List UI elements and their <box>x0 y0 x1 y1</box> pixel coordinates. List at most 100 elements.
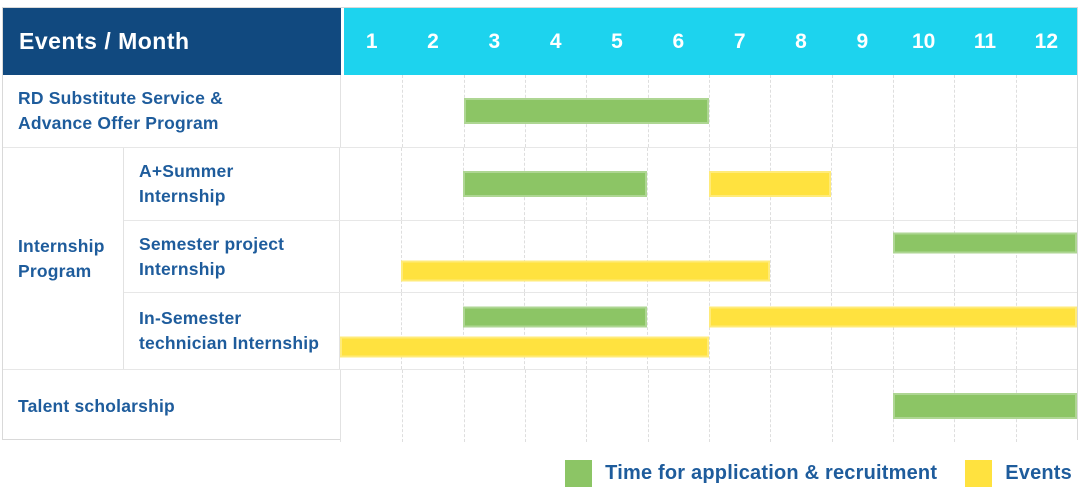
month-header-cell: 2 <box>427 29 439 53</box>
month-header-cell: 6 <box>672 29 685 53</box>
label-line: Semester project <box>139 233 285 254</box>
month-gridline <box>647 293 649 369</box>
month-header-cell: 8 <box>795 29 807 53</box>
month-header-strip: 1 2 3 4 5 6 7 8 9 10 11 12 <box>341 8 1077 75</box>
month-header-cell: 11 <box>973 29 997 53</box>
month-gridline <box>525 370 526 442</box>
month-header-cell: 4 <box>549 29 562 53</box>
month-gridline <box>831 148 833 220</box>
event-row-label: Talent scholarship <box>3 370 341 442</box>
month-grid-area <box>340 293 1077 369</box>
month-gridline <box>769 293 771 369</box>
gantt-bar-event <box>708 306 1077 328</box>
month-gridline <box>954 75 956 147</box>
internship-program-group: Internship Program A+Summer Internship Semes… <box>3 148 1077 370</box>
event-subrow: A+Summer Internship <box>124 148 1077 221</box>
group-label-cell: Internship Program <box>3 148 124 369</box>
label-line: Internship <box>139 258 226 279</box>
month-gridline <box>831 221 833 292</box>
month-gridline <box>1015 75 1017 147</box>
month-gridline <box>647 370 649 442</box>
month-gridline <box>402 370 404 442</box>
month-gridline <box>892 221 894 292</box>
month-gridline <box>462 293 464 369</box>
month-gridline <box>770 370 772 442</box>
events-month-gantt-table: Events / Month 1 2 3 4 5 6 7 8 9 10 11 12 RD Substi… <box>2 7 1078 442</box>
group-rows: A+Summer Internship Semester project Intern… <box>124 148 1077 369</box>
month-gridline <box>647 221 649 292</box>
month-grid-area <box>341 75 1077 147</box>
gantt-bar-application <box>893 393 1077 419</box>
month-gridline <box>769 221 771 292</box>
month-gridline <box>831 293 833 369</box>
month-gridline <box>586 370 588 442</box>
event-row-label: RD Substitute Service & Advance Offer Pro… <box>3 75 341 147</box>
legend: Time for application & recruitment Event… <box>565 458 1072 488</box>
gantt-bar-event <box>340 336 709 358</box>
month-gridline <box>893 75 894 147</box>
gantt-bar-application <box>462 306 648 328</box>
month-gridline <box>402 75 404 147</box>
table-header-row: Events / Month 1 2 3 4 5 6 7 8 9 10 11 12 <box>3 8 1077 75</box>
label-line: Talent scholarship <box>18 395 175 416</box>
month-header-cell: 9 <box>856 29 869 53</box>
month-gridline <box>708 221 710 292</box>
month-gridline <box>954 221 956 292</box>
month-gridline <box>401 221 403 292</box>
gantt-bar-application <box>463 98 709 124</box>
legend-label-events: Events <box>1005 461 1072 484</box>
event-subrow-label: A+Summer Internship <box>124 148 340 220</box>
event-subrow-label: Semester project Internship <box>124 221 340 292</box>
legend-label-application: Time for application & recruitment <box>605 461 938 484</box>
month-gridline <box>463 370 465 442</box>
label-line: In-Semester <box>139 308 242 328</box>
events-color-swatch <box>965 459 993 487</box>
month-gridline <box>892 293 894 369</box>
event-subrow-label: In-Semester technician Internship <box>124 293 340 369</box>
month-gridline <box>1015 221 1017 292</box>
month-header-cell: 12 <box>1034 29 1058 53</box>
month-grid-area <box>340 221 1077 292</box>
month-grid-area <box>341 370 1077 442</box>
gantt-bar-application <box>462 171 648 197</box>
event-subrow: Semester project Internship <box>124 221 1077 293</box>
month-grid-area <box>340 148 1077 220</box>
month-gridline <box>954 148 956 220</box>
label-line: RD Substitute Service & <box>18 88 223 108</box>
label-line: Internship <box>18 235 105 256</box>
month-gridline <box>954 293 956 369</box>
table-body: RD Substitute Service & Advance Offer Pro… <box>3 75 1077 442</box>
month-gridline <box>462 221 464 292</box>
legend-item-application: Time for application & recruitment <box>565 459 938 487</box>
month-gridline <box>831 370 833 442</box>
month-header-cell: 5 <box>611 29 623 53</box>
month-gridline <box>1015 293 1017 369</box>
label-line: Internship <box>139 186 226 206</box>
events-month-header-cell: Events / Month <box>3 8 341 75</box>
month-header-cell: 10 <box>911 29 936 53</box>
month-gridline <box>709 75 710 147</box>
label-line: Program <box>18 260 92 281</box>
event-subrow: In-Semester technician Internship <box>124 293 1077 369</box>
label-line: technician Internship <box>139 333 320 353</box>
gantt-bar-event <box>708 171 832 197</box>
application-color-swatch <box>565 459 593 487</box>
event-row: Talent scholarship <box>3 370 1077 442</box>
month-gridline <box>401 293 403 369</box>
month-gridline <box>892 148 894 220</box>
legend-item-events: Events <box>965 459 1072 487</box>
month-gridline <box>524 221 526 292</box>
month-header-cell: 3 <box>488 29 501 53</box>
label-line: A+Summer <box>139 161 234 181</box>
month-gridline <box>647 148 649 220</box>
month-gridline <box>709 370 710 442</box>
month-header-cell: 7 <box>733 29 746 53</box>
label-line: Advance Offer Program <box>18 113 219 133</box>
month-header-cell: 1 <box>365 29 378 53</box>
month-gridline <box>708 293 710 369</box>
month-gridline <box>585 293 587 369</box>
month-gridline <box>831 75 833 147</box>
month-gridline <box>770 75 772 147</box>
month-gridline <box>524 293 526 369</box>
month-gridline <box>1015 148 1017 220</box>
